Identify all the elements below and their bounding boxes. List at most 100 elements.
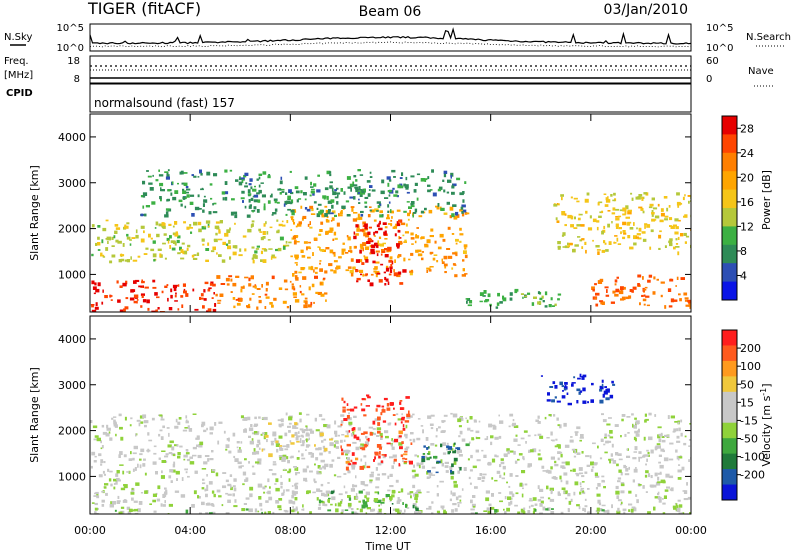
heatmap-cell: [444, 461, 449, 464]
heatmap-cell: [473, 419, 477, 422]
heatmap-cell: [361, 262, 365, 265]
heatmap-cell: [205, 493, 208, 498]
heatmap-cell: [585, 455, 590, 458]
heatmap-cell: [248, 461, 250, 464]
heatmap-cell: [275, 500, 280, 504]
heatmap-cell: [379, 432, 383, 437]
heatmap-cell: [171, 181, 174, 185]
heatmap-cell: [638, 456, 643, 459]
heatmap-cell: [420, 236, 425, 239]
heatmap-cell: [561, 196, 563, 201]
heatmap-cell: [290, 229, 293, 231]
heatmap-cell: [297, 511, 299, 514]
heatmap-cell: [656, 443, 661, 446]
heatmap-cell: [126, 236, 131, 240]
colorbar-tick-label: -200: [740, 469, 765, 482]
heatmap-cell: [166, 427, 170, 429]
heatmap-cell: [478, 420, 481, 423]
heatmap-cell: [653, 484, 657, 488]
heatmap-cell: [596, 493, 601, 497]
heatmap-cell: [316, 488, 321, 492]
heatmap-cell: [185, 509, 189, 514]
heatmap-cell: [240, 288, 243, 293]
heatmap-cell: [254, 285, 257, 289]
heatmap-cell: [481, 480, 485, 482]
heatmap-cell: [295, 190, 300, 194]
heatmap-cell: [520, 437, 525, 440]
heatmap-cell: [414, 473, 419, 477]
heatmap-cell: [131, 237, 136, 239]
heatmap-cell: [558, 444, 561, 449]
heatmap-cell: [508, 425, 511, 428]
heatmap-cell: [447, 226, 451, 230]
heatmap-cell: [284, 510, 289, 513]
heatmap-cell: [689, 423, 691, 425]
heatmap-cell: [568, 508, 570, 513]
heatmap-cell: [623, 464, 626, 469]
heatmap-cell: [258, 184, 261, 188]
heatmap-cell: [456, 449, 460, 454]
heatmap-cell: [462, 191, 465, 194]
heatmap-cell: [92, 425, 98, 429]
heatmap-cell: [346, 432, 349, 435]
heatmap-cell: [263, 203, 266, 207]
heatmap-cell: [576, 426, 581, 430]
heatmap-cell: [463, 244, 468, 248]
heatmap-cell: [537, 415, 540, 419]
heatmap-cell: [174, 242, 177, 246]
heatmap-cell: [537, 301, 542, 305]
heatmap-cell: [238, 177, 242, 181]
heatmap-cell: [212, 283, 216, 287]
heatmap-cell: [628, 509, 631, 512]
heatmap-cell: [353, 484, 358, 488]
heatmap-cell: [244, 458, 247, 461]
heatmap-cell: [317, 174, 320, 177]
heatmap-cell: [303, 192, 307, 196]
heatmap-cell: [324, 213, 328, 217]
heatmap-cell: [686, 482, 688, 486]
heatmap-cell: [687, 496, 691, 500]
heatmap-cell: [210, 197, 213, 200]
heatmap-cell: [244, 276, 249, 279]
heatmap-cell: [589, 455, 592, 459]
heatmap-cell: [340, 423, 343, 426]
heatmap-cell: [451, 233, 455, 235]
heatmap-cell: [659, 219, 664, 223]
heatmap-cell: [294, 497, 298, 501]
heatmap-cell: [310, 301, 313, 306]
heatmap-cell: [110, 299, 113, 301]
heatmap-cell: [361, 398, 365, 400]
heatmap-cell: [517, 511, 521, 514]
heatmap-cell: [363, 414, 367, 417]
heatmap-cell: [443, 173, 447, 178]
heatmap-cell: [387, 204, 390, 208]
heatmap-cell: [201, 421, 206, 426]
heatmap-cell: [611, 212, 616, 215]
heatmap-cell: [122, 243, 125, 247]
heatmap-cell: [305, 425, 308, 428]
heatmap-cell: [382, 454, 386, 459]
heatmap-cell: [134, 467, 137, 471]
heatmap-cell: [148, 439, 153, 442]
heatmap-cell: [407, 492, 412, 495]
heatmap-cell: [282, 492, 285, 496]
heatmap-cell: [325, 230, 329, 235]
heatmap-cell: [625, 466, 628, 468]
heatmap-cell: [689, 305, 691, 309]
heatmap-cell: [207, 288, 211, 292]
heatmap-cell: [369, 479, 373, 482]
heatmap-cell: [183, 172, 188, 174]
heatmap-cell: [403, 183, 406, 187]
heatmap-cell: [450, 469, 453, 473]
heatmap-cell: [397, 271, 402, 275]
heatmap-cell: [404, 458, 408, 461]
heatmap-cell: [246, 214, 251, 218]
heatmap-cell: [210, 250, 215, 253]
heatmap-cell: [228, 275, 233, 278]
heatmap-cell: [673, 246, 676, 250]
heatmap-cell: [209, 432, 213, 435]
heatmap-cell: [90, 420, 93, 424]
heatmap-cell: [264, 511, 267, 514]
heatmap-cell: [584, 471, 588, 474]
heatmap-cell: [306, 208, 311, 212]
